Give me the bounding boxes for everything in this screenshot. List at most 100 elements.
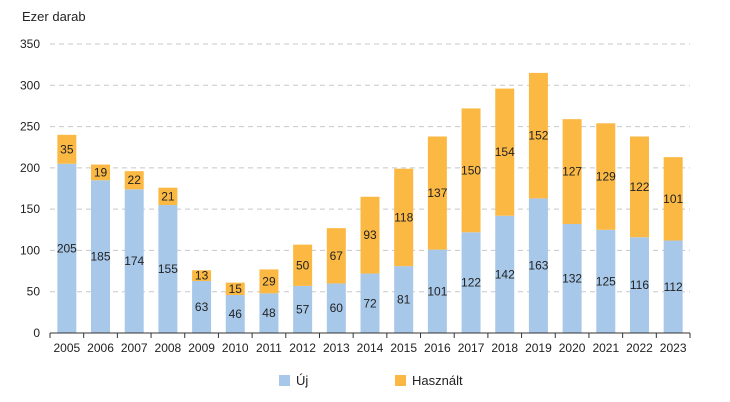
data-label: 112 (664, 280, 683, 294)
data-label: 93 (363, 228, 377, 242)
data-label: 15 (229, 282, 243, 296)
bar-segment-uj (495, 215, 515, 333)
legend-swatch-uj (279, 375, 290, 386)
data-label: 163 (528, 259, 548, 273)
bar-segment-hasznalt (124, 171, 144, 190)
bar-segment-uj (124, 189, 144, 333)
x-tick-label: 2005 (53, 341, 80, 355)
y-tick-label: 100 (20, 243, 40, 257)
bar-segment-uj (663, 240, 683, 333)
y-tick-label: 250 (20, 120, 40, 134)
bar-segment-hasznalt (495, 88, 515, 216)
data-label: 22 (128, 173, 142, 187)
bar-segment-uj (394, 266, 414, 333)
data-label: 137 (427, 186, 447, 200)
bar-segment-hasznalt (663, 157, 683, 241)
bar-segment-hasznalt (461, 108, 481, 233)
data-label: 185 (91, 250, 111, 264)
x-tick-label: 2006 (87, 341, 114, 355)
bar-segment-uj (461, 232, 481, 333)
bar-segment-uj (192, 280, 212, 333)
x-axis: 2005 2006 2007 2008 2009 2010 2011 2012 2013 2014… (49, 332, 691, 355)
data-label: 46 (229, 307, 243, 321)
data-label: 122 (629, 180, 649, 194)
data-label: 35 (60, 142, 74, 156)
data-label: 150 (461, 163, 481, 177)
bar-segment-hasznalt (326, 228, 346, 284)
bar-segment-hasznalt (57, 134, 77, 164)
x-tick-label: 2020 (559, 341, 586, 355)
data-label: 101 (663, 192, 683, 206)
y-tick-label: 150 (20, 202, 40, 216)
x-tick-label: 2010 (222, 341, 249, 355)
x-tick-label: 2009 (188, 341, 215, 355)
data-label: 81 (397, 293, 411, 307)
bar-segment-uj (225, 295, 245, 333)
bar-segment-hasznalt (158, 187, 178, 206)
data-label: 60 (330, 301, 344, 315)
bar-segment-hasznalt (259, 269, 279, 294)
x-tick-label: 2014 (357, 341, 384, 355)
bar-segment-uj (91, 180, 111, 333)
bar-segment-hasznalt (394, 168, 414, 267)
data-label: 13 (195, 269, 209, 283)
bar-segment-uj (158, 205, 178, 333)
data-label: 19 (94, 165, 108, 179)
data-label: 205 (57, 241, 77, 255)
data-label: 152 (528, 129, 548, 143)
bar-segment-uj (427, 249, 447, 333)
data-label: 63 (195, 300, 209, 314)
data-label: 118 (394, 210, 413, 224)
data-label: 125 (596, 274, 616, 288)
bar-segment-hasznalt (192, 270, 212, 281)
data-label: 174 (124, 254, 144, 268)
data-label: 57 (296, 302, 310, 316)
bar-segment-hasznalt (360, 196, 380, 274)
data-label: 50 (296, 258, 310, 272)
data-label: 154 (495, 145, 515, 159)
bar-segment-uj (596, 229, 616, 333)
x-tick-label: 2011 (256, 341, 282, 355)
x-tick-label: 2021 (592, 341, 619, 355)
data-label: 72 (363, 296, 377, 310)
y-tick-label: 50 (27, 285, 41, 299)
bar-segment-hasznalt (427, 136, 447, 250)
data-label: 142 (495, 267, 515, 281)
x-tick-label: 2016 (424, 341, 451, 355)
x-tick-label: 2008 (155, 341, 182, 355)
bar-segment-uj (259, 293, 279, 333)
legend-swatch-hasznalt (395, 375, 406, 386)
y-tick-label: 0 (33, 326, 40, 340)
x-tick-label: 2022 (626, 341, 653, 355)
data-label: 101 (427, 284, 447, 298)
bar-segment-uj (528, 198, 548, 333)
x-tick-label: 2023 (660, 341, 687, 355)
y-axis: 0 50 100 150 200 250 300 350 (20, 37, 40, 340)
x-tick-label: 2007 (121, 341, 148, 355)
bar-segment-uj (326, 283, 346, 333)
bar-segment-uj (293, 285, 313, 333)
y-tick-label: 350 (20, 37, 40, 51)
data-label: 67 (330, 249, 344, 263)
data-label: 129 (596, 170, 616, 184)
data-label: 21 (161, 189, 175, 203)
bar-segment-hasznalt (629, 136, 649, 238)
bar-segment-uj (562, 224, 582, 333)
data-label: 116 (630, 278, 649, 292)
bar-segment-uj (57, 163, 77, 333)
legend-label-uj: Új (296, 373, 308, 388)
data-label: 122 (461, 276, 481, 290)
bar-segment-uj (629, 237, 649, 333)
y-unit-label: Ezer darab (22, 9, 86, 24)
legend: Új Használt (279, 373, 463, 388)
data-label: 155 (158, 262, 178, 276)
bar-segment-hasznalt (528, 72, 548, 199)
x-tick-label: 2013 (323, 341, 350, 355)
y-tick-label: 200 (20, 161, 40, 175)
x-tick-label: 2012 (289, 341, 316, 355)
data-label: 132 (562, 272, 582, 286)
x-tick-label: 2017 (458, 341, 485, 355)
x-tick-label: 2018 (491, 341, 518, 355)
data-label: 127 (562, 165, 582, 179)
